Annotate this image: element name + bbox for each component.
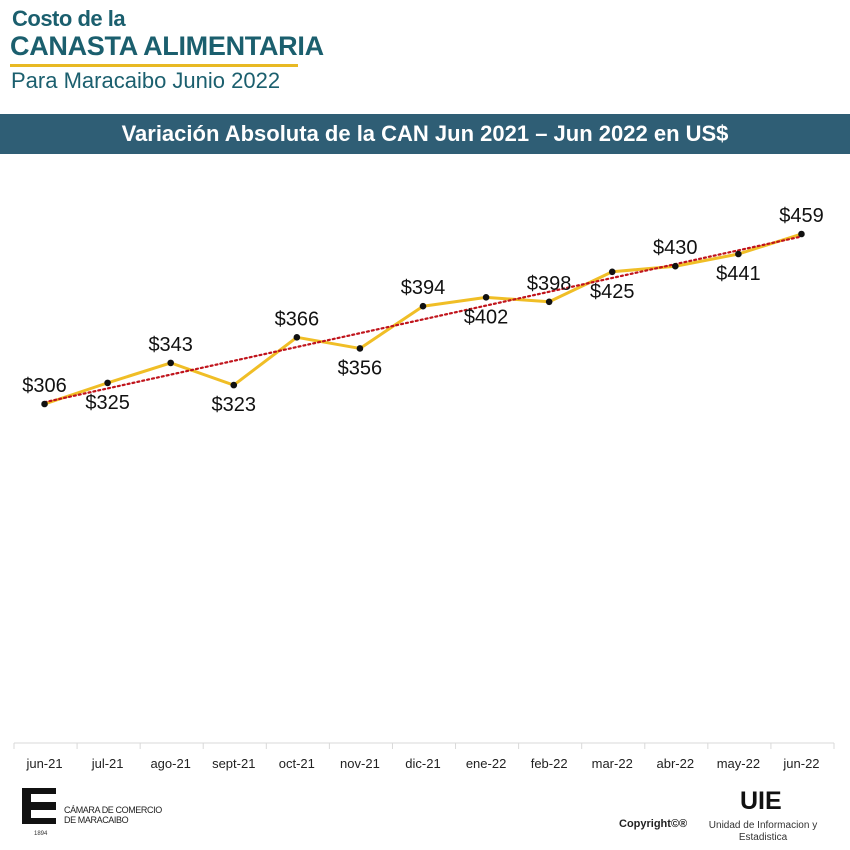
x-tick-label: jun-21 <box>25 756 62 771</box>
x-tick-label: oct-21 <box>279 756 315 771</box>
data-label: $398 <box>527 273 572 295</box>
uie-subtitle-line1: Unidad de Informacion y <box>708 820 818 831</box>
camara-logo-line2: DE MARACAIBO <box>64 815 129 825</box>
data-label: $459 <box>779 205 824 227</box>
camara-logo-mark <box>22 788 56 824</box>
x-tick-label: ago-21 <box>150 756 190 771</box>
uie-logo: UIE <box>740 787 782 815</box>
data-point <box>672 262 679 270</box>
data-label: $356 <box>338 357 383 379</box>
camara-logo-text: CÁMARA DE COMERCIO DE MARACAIBO <box>64 805 162 825</box>
camara-logo: 1894 CÁMARA DE COMERCIO DE MARACAIBO <box>22 788 162 840</box>
data-point <box>104 379 111 387</box>
data-point <box>167 359 174 367</box>
data-label: $325 <box>85 392 130 414</box>
chart-title-banner: Variación Absoluta de la CAN Jun 2021 – … <box>0 114 850 154</box>
uie-subtitle-line2: Estadistica <box>738 832 788 843</box>
data-point <box>735 250 742 258</box>
header-title-line1: Costo de la <box>12 6 126 31</box>
data-point <box>41 400 48 408</box>
x-tick-label: may-22 <box>717 756 760 771</box>
camara-logo-year: 1894 <box>34 831 48 837</box>
data-point <box>419 302 427 310</box>
data-label: $323 <box>212 394 257 416</box>
data-label: $441 <box>716 263 761 285</box>
data-label: $306 <box>22 375 67 397</box>
data-label: $366 <box>275 308 320 330</box>
trendline <box>43 235 803 404</box>
data-point <box>293 334 301 341</box>
x-tick-label: ene-22 <box>466 756 506 771</box>
chart-title: Variación Absoluta de la CAN Jun 2021 – … <box>121 121 729 146</box>
header-subtitle: Para Maracaibo Junio 2022 <box>11 68 281 93</box>
data-point <box>798 230 805 238</box>
header-title-line2: CANASTA ALIMENTARIA <box>10 31 324 61</box>
data-point <box>230 381 238 389</box>
camara-logo-line1: CÁMARA DE COMERCIO <box>64 805 162 815</box>
x-tick-label: feb-22 <box>531 756 568 771</box>
data-label: $425 <box>590 281 635 303</box>
data-label: $394 <box>401 277 446 299</box>
x-tick-label: mar-22 <box>592 756 633 771</box>
data-label: $402 <box>464 306 509 328</box>
data-label: $343 <box>148 334 193 356</box>
data-point <box>356 345 364 352</box>
data-point <box>482 294 490 301</box>
data-point <box>545 298 553 306</box>
copyright-notice: Copyright©® <box>619 818 688 830</box>
x-tick-label: abr-22 <box>657 756 695 771</box>
uie-subtitle: Unidad de Informacion y Estadistica <box>698 820 828 844</box>
data-point <box>608 268 616 276</box>
x-tick-label: dic-21 <box>405 756 440 771</box>
line-chart: jun-21 jul-21 ago-21 sept-21 oct-21 nov-21 dic… <box>13 205 835 771</box>
header-divider <box>10 64 298 67</box>
x-tick-label: jun-22 <box>782 756 819 771</box>
x-tick-label: jul-21 <box>91 756 124 771</box>
x-tick-label: sept-21 <box>212 756 255 771</box>
x-tick-label: nov-21 <box>340 756 380 771</box>
data-label: $430 <box>653 237 698 259</box>
